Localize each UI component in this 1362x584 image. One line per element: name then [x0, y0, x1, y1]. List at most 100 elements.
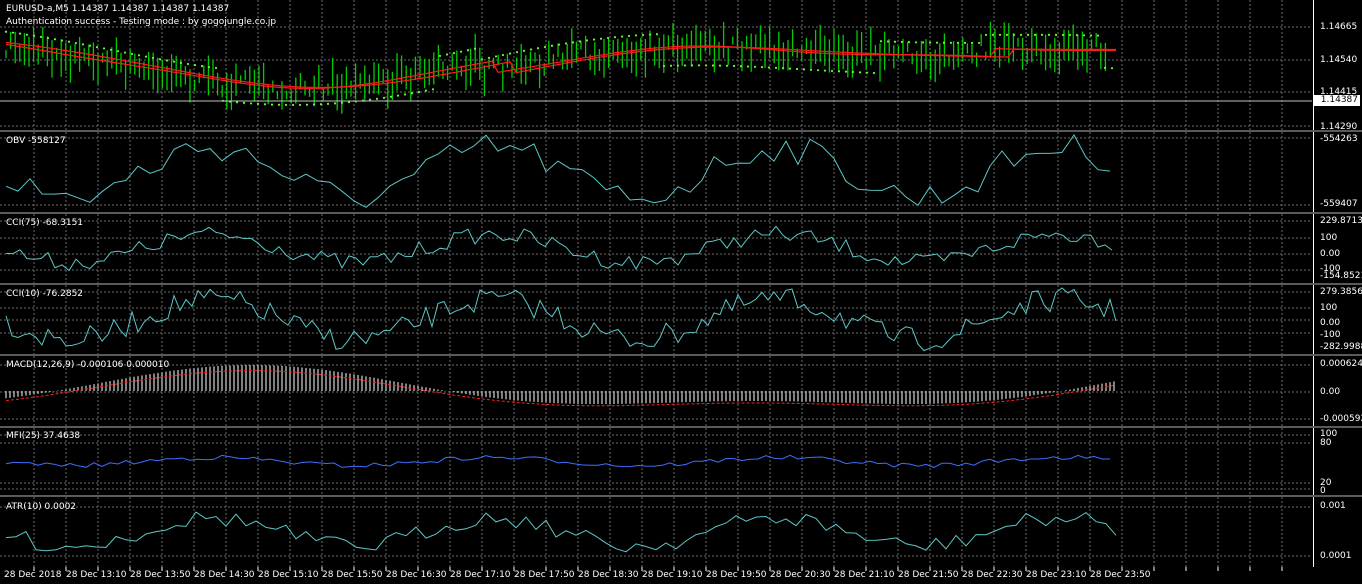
sar-dot: [1082, 34, 1086, 37]
sar-dot: [935, 41, 939, 44]
sar-dot: [879, 40, 883, 43]
macd-scale-label: -0.000592: [1320, 414, 1362, 424]
sar-dot: [1040, 33, 1044, 36]
obv-pane[interactable]: [0, 132, 1314, 212]
atr-line: [5, 511, 1117, 553]
sar-dot: [669, 64, 673, 67]
sar-dot: [1096, 34, 1100, 37]
time-axis-label: 28 Dec 17:10: [450, 570, 511, 580]
sar-dot: [627, 34, 631, 38]
mfi-pane[interactable]: [0, 428, 1314, 495]
time-axis-label: 28 Dec 19:10: [642, 570, 703, 580]
sar-dot: [508, 52, 512, 55]
macd-label: MACD(12,26,9) -0.000106 0.000010: [6, 360, 170, 370]
sar-dot: [60, 39, 64, 42]
sar-dot: [445, 53, 449, 56]
pane-separator[interactable]: [0, 354, 1362, 356]
sar-dot: [585, 39, 589, 42]
sar-dot: [256, 102, 260, 105]
sar-dot: [662, 64, 666, 68]
sar-dot: [690, 64, 694, 67]
sar-dot: [760, 66, 764, 69]
sar-dot: [802, 68, 806, 71]
sar-dot: [1075, 34, 1079, 37]
pane-separator[interactable]: [0, 495, 1362, 497]
sar-dot: [893, 40, 897, 43]
sar-dot: [571, 41, 575, 44]
atr-scale-label: 0.0001: [1320, 551, 1352, 561]
time-axis-label: 28 Dec 13:50: [130, 570, 191, 580]
mfi-scale-label: 0: [1320, 486, 1326, 496]
sar-dot: [984, 33, 988, 37]
cci75-pane[interactable]: [0, 214, 1314, 283]
cci75-scale-label: 0.00: [1320, 249, 1341, 259]
sar-dot: [1019, 33, 1023, 36]
cci10-scale-label: -100: [1320, 330, 1341, 340]
sar-dot: [200, 64, 204, 68]
sar-dot: [718, 64, 722, 67]
cci10-pane[interactable]: [0, 285, 1314, 354]
time-axis-label: 28 Dec 19:50: [706, 570, 767, 580]
sar-dot: [1012, 33, 1016, 36]
sar-dot: [851, 70, 855, 74]
sar-dot: [655, 33, 659, 36]
sar-dot: [522, 49, 526, 52]
macd-pane[interactable]: [0, 356, 1314, 426]
sar-dot: [1068, 33, 1072, 37]
sar-dot: [151, 56, 155, 60]
sar-dot: [375, 97, 379, 100]
sar-dot: [942, 41, 946, 44]
sar-dot: [144, 55, 148, 58]
sar-dot: [242, 101, 246, 104]
price-scale-label: 1.14415: [1320, 87, 1358, 97]
sar-dot: [4, 30, 8, 33]
price-pane[interactable]: [0, 0, 1314, 130]
sar-dot: [11, 31, 15, 34]
pane-separator[interactable]: [0, 283, 1362, 285]
sar-dot: [277, 103, 281, 106]
sar-dot: [452, 52, 456, 55]
sar-dot: [473, 47, 477, 50]
sar-dot: [683, 64, 687, 67]
mfi-label: MFI(25) 37.4638: [6, 431, 81, 441]
sar-dot: [186, 62, 190, 66]
status-message: Authentication success - Testing mode : …: [6, 17, 277, 27]
sar-dot: [620, 35, 624, 38]
sar-dot: [746, 65, 750, 68]
sar-dot: [389, 95, 393, 98]
symbol-info: EURUSD-a,M5 1.14387 1.14387 1.14387 1.14…: [6, 4, 230, 14]
cci10-scale-label: -282.9988: [1320, 342, 1362, 352]
pane-separator[interactable]: [0, 426, 1362, 428]
sar-dot: [781, 67, 785, 70]
sar-dot: [592, 38, 596, 41]
sar-dot: [494, 55, 498, 58]
sar-dot: [424, 89, 428, 92]
sar-dot: [32, 34, 36, 37]
pane-separator[interactable]: [0, 212, 1362, 214]
sar-dot: [1054, 33, 1058, 36]
time-axis-label: 28 Dec 21:10: [834, 570, 895, 580]
sar-dot: [487, 56, 491, 59]
sar-dot: [515, 51, 519, 54]
sar-dot: [795, 67, 799, 71]
time-axis-label: 28 Dec 22:30: [962, 570, 1023, 580]
pane-separator[interactable]: [0, 130, 1362, 132]
price-scale-label: 1.14290: [1320, 122, 1358, 132]
time-axis-label: 28 Dec 23:50: [1090, 570, 1151, 580]
time-axis-label: 28 Dec 20:30: [770, 570, 831, 580]
sar-dot: [809, 68, 813, 71]
current-price-tag: 1.14387: [1314, 95, 1360, 106]
price-scale-label: 1.14540: [1320, 55, 1358, 65]
sar-dot: [977, 41, 981, 45]
sar-dot: [1047, 33, 1051, 36]
sar-dot: [291, 103, 295, 107]
time-axis-label: 28 Dec 23:10: [1026, 570, 1087, 580]
atr-pane[interactable]: [0, 497, 1314, 567]
obv-line: [5, 134, 1111, 208]
sar-dot: [18, 32, 22, 35]
sar-dot: [557, 43, 561, 46]
sar-dot: [1005, 33, 1009, 36]
time-axis-label: 28 Dec 16:30: [386, 570, 447, 580]
sar-dot: [613, 36, 617, 39]
sar-dot: [305, 103, 309, 106]
